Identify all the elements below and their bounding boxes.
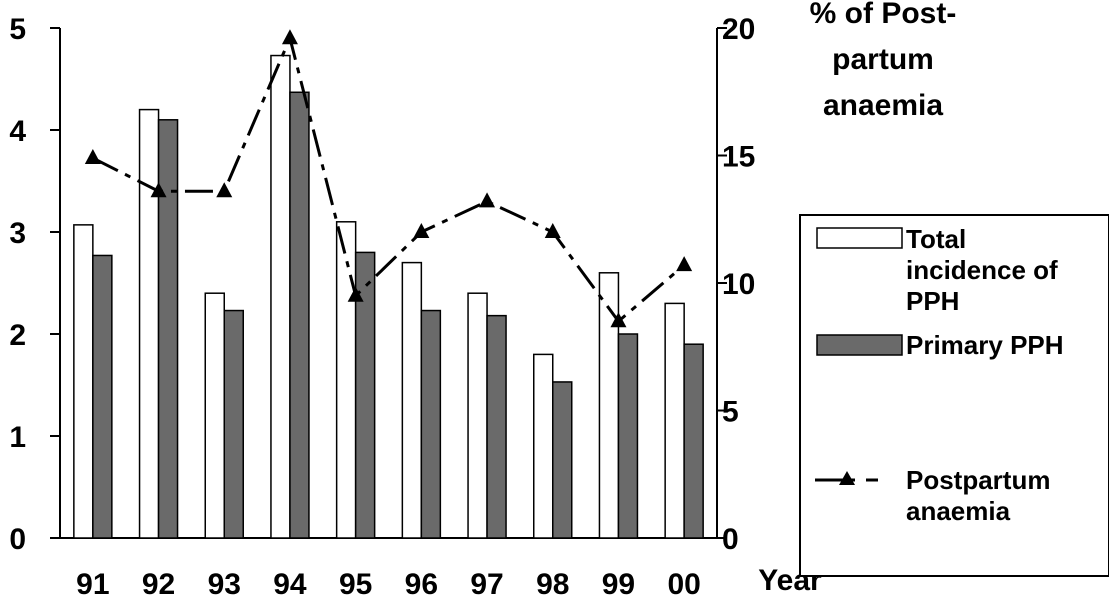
right-y-tick-label: 20: [722, 13, 755, 46]
bar-primary-pph: [683, 343, 704, 539]
bar-total-pph: [664, 302, 685, 539]
tick-labels: 0 1 2 3 4 5 0 5 10 15 20 91 92 93 94 95 96 97 98 99 00: [9, 13, 755, 601]
right-y-tick-label: 0: [722, 523, 739, 556]
x-tick-label: 91: [76, 568, 109, 601]
bar-total-pph: [270, 54, 291, 539]
bar-total-pph: [533, 353, 554, 539]
line-series: [84, 29, 693, 328]
bar-primary-pph: [552, 381, 573, 539]
bar-total-pph: [204, 292, 225, 539]
right-y-axis-title: partum: [832, 43, 934, 76]
line-marker-triangle: [281, 29, 298, 45]
x-tick-label: 96: [405, 568, 438, 601]
right-y-tick-label: 10: [722, 268, 755, 301]
left-y-tick-label: 4: [9, 115, 26, 148]
right-y-axis-title: anaemia: [823, 89, 943, 122]
line-marker-triangle: [610, 312, 627, 328]
right-y-axis-title: % of Post-: [810, 0, 957, 30]
legend-box: [799, 214, 1109, 577]
x-tick-label: 95: [339, 568, 372, 601]
bar-primary-pph: [486, 314, 507, 539]
bar-primary-pph: [92, 254, 113, 539]
left-y-tick-label: 5: [9, 13, 26, 46]
line-marker-triangle: [413, 223, 430, 238]
line-marker-triangle: [479, 192, 496, 208]
legend-label-postpartum-anaemia: Postpartum: [906, 465, 1050, 495]
line-marker-triangle: [150, 182, 167, 198]
line-marker-triangle: [544, 223, 561, 238]
bar-primary-pph: [289, 91, 310, 539]
line-postpartum-anaemia: [92, 33, 686, 324]
bar-primary-pph: [223, 309, 244, 539]
right-y-tick-label: 5: [722, 396, 739, 429]
line-marker-triangle: [84, 149, 101, 165]
x-tick-label: 94: [273, 568, 307, 601]
bar-total-pph: [73, 224, 94, 539]
left-y-tick-label: 2: [9, 319, 26, 352]
bars: [73, 54, 704, 539]
left-y-tick-label: 1: [9, 421, 26, 454]
x-tick-label: 99: [602, 568, 635, 601]
x-tick-label: 00: [667, 568, 700, 601]
bar-total-pph: [401, 261, 423, 539]
bar-primary-pph: [617, 333, 639, 539]
legend-label-total-pph: PPH: [906, 286, 959, 316]
bar-primary-pph: [157, 119, 179, 539]
bar-total-pph: [598, 272, 620, 539]
bar-total-pph: [138, 108, 160, 539]
left-y-tick-label: 0: [9, 523, 26, 556]
line-marker-triangle: [216, 182, 233, 198]
bar-primary-pph: [354, 251, 376, 539]
legend-label-primary-pph: Primary PPH: [906, 330, 1064, 360]
right-y-tick-label: 15: [722, 141, 755, 174]
line-marker-triangle: [676, 256, 693, 272]
bar-primary-pph: [420, 309, 442, 539]
x-tick-label: 97: [470, 568, 503, 601]
legend-label-total-pph: incidence of: [906, 255, 1058, 285]
legend-swatch-total-pph: [816, 227, 903, 249]
x-tick-label: 92: [142, 568, 175, 601]
bar-total-pph: [335, 221, 357, 539]
left-y-tick-label: 3: [9, 217, 26, 250]
x-tick-label: 93: [208, 568, 241, 601]
legend-label-postpartum-anaemia: anaemia: [906, 496, 1011, 526]
legend-label-total-pph: Total: [906, 224, 966, 254]
line-marker-triangle: [347, 286, 364, 302]
bar-total-pph: [467, 292, 488, 539]
legend-swatch-primary-pph: [816, 334, 903, 356]
legend-marker-triangle: [839, 471, 855, 485]
x-tick-label: 98: [536, 568, 569, 601]
